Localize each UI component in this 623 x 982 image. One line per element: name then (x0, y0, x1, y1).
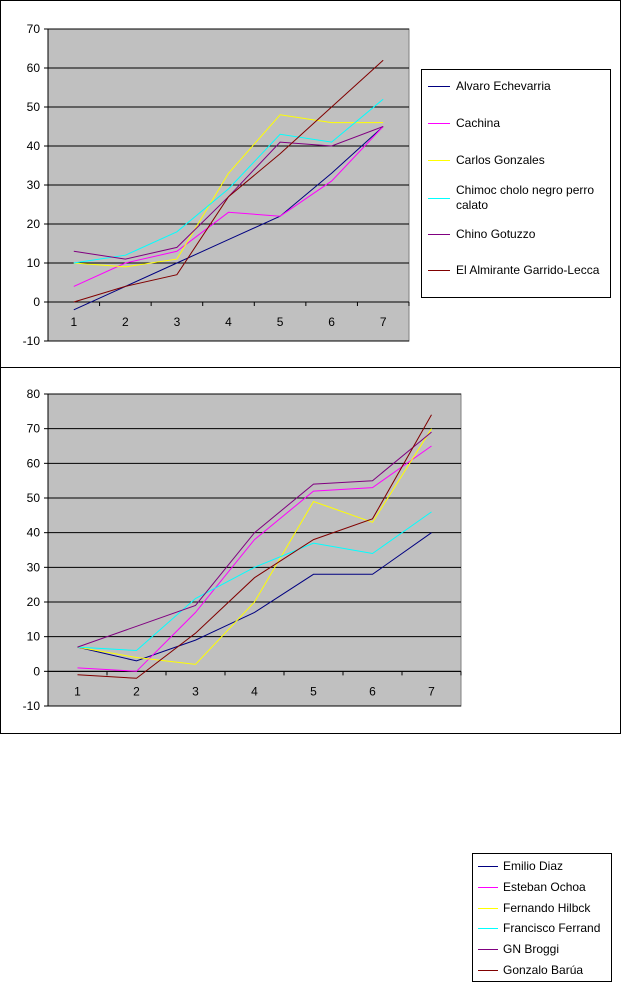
series-line (77, 428, 432, 665)
plot-area (47, 393, 462, 707)
x-tick-label: 7 (380, 315, 387, 329)
legend-swatch (428, 234, 450, 236)
legend-label: Chino Gotuzzo (456, 227, 536, 242)
legend-swatch (428, 159, 450, 161)
y-tick-label: 40 (27, 139, 41, 153)
x-tick-label: 2 (122, 315, 129, 329)
legend-swatch (428, 85, 450, 87)
legend-swatch (478, 928, 498, 930)
x-tick-label: 3 (174, 315, 181, 329)
legend-label: Fernando Hilbck (503, 900, 591, 915)
series-line (77, 445, 432, 672)
y-tick-label: 80 (27, 387, 41, 401)
legend-swatch (478, 866, 498, 868)
x-tick-label: 1 (70, 315, 77, 329)
legend-item: Cachina (422, 116, 610, 131)
legend-item: Chimoc cholo negro perro calato (422, 183, 610, 213)
x-tick-label: 4 (251, 684, 258, 698)
legend-swatch (478, 907, 498, 909)
legend-item: GN Broggi (473, 942, 611, 957)
y-tick-label: 50 (27, 491, 41, 505)
series-line (73, 126, 384, 287)
legend-swatch (478, 969, 498, 971)
legend-item: El Almirante Garrido-Lecca (422, 263, 610, 278)
legend-swatch (478, 887, 498, 889)
legend-item: Emilio Diaz (473, 859, 611, 874)
y-tick-label: 70 (27, 422, 41, 436)
x-tick-label: 5 (277, 315, 284, 329)
y-tick-label: 10 (27, 256, 41, 270)
series-line (73, 59, 384, 303)
legend-item: Chino Gotuzzo (422, 227, 610, 242)
y-tick-label: 10 (27, 630, 41, 644)
legend-item: Alvaro Echevarria (422, 79, 610, 94)
y-tick-label: -10 (23, 699, 41, 713)
legend-item: Gonzalo Barúa (473, 963, 611, 978)
x-tick-label: 2 (133, 684, 140, 698)
y-tick-label: 30 (27, 560, 41, 574)
legend-item: Fernando Hilbck (473, 901, 611, 916)
y-tick-label: 20 (27, 217, 41, 231)
y-tick-label: 0 (33, 664, 40, 678)
legend-swatch (428, 123, 450, 125)
series-line (77, 532, 432, 662)
series-line (73, 114, 384, 268)
y-tick-label: 20 (27, 595, 41, 609)
legend-swatch (478, 948, 498, 950)
x-tick-label: 7 (428, 684, 435, 698)
y-tick-label: 40 (27, 526, 41, 540)
line-chart-bottom: -10 0 10 20 30 40 50 60 70 80 1 2 3 4 5 6 7 (23, 387, 462, 713)
legend-item: Esteban Ochoa (473, 880, 611, 895)
y-tick-label: 50 (27, 100, 41, 114)
y-tick-label: 0 (33, 295, 40, 309)
chart-panel-bottom: -10 0 10 20 30 40 50 60 70 80 1 2 3 4 5 6 7 Emilio Diaz E… (0, 367, 621, 982)
line-chart-top: -10 0 10 20 30 40 50 60 70 1 2 3 4 5 6 7 (23, 22, 410, 348)
legend-label: Cachina (456, 116, 501, 131)
y-tick-label: 60 (27, 456, 41, 470)
series-line (77, 511, 432, 652)
x-tick-label: 1 (74, 684, 81, 698)
legend-bottom: Emilio Diaz Esteban Ochoa Fernando Hilbck F… (472, 853, 612, 982)
legend-swatch (428, 269, 450, 271)
legend-swatch (428, 197, 450, 199)
legend-item: Francisco Ferrand (473, 921, 611, 936)
legend-label: Esteban Ochoa (503, 880, 586, 895)
x-tick-label: 5 (310, 684, 317, 698)
legend-item: Carlos Gonzales (422, 153, 610, 168)
x-tick-label: 6 (328, 315, 335, 329)
legend-label: El Almirante Garrido-Lecca (456, 262, 600, 277)
x-tick-label: 3 (192, 684, 199, 698)
legend-label: Chimoc cholo negro perro calato (456, 183, 595, 213)
y-tick-label: 70 (27, 22, 41, 36)
y-tick-label: 60 (27, 61, 41, 75)
y-tick-label: -10 (23, 334, 41, 348)
legend-label: Gonzalo Barúa (503, 962, 584, 977)
x-tick-label: 6 (369, 684, 376, 698)
legend-label: Emilio Diaz (503, 859, 564, 874)
y-tick-label: 30 (27, 178, 41, 192)
legend-label: GN Broggi (503, 941, 560, 956)
x-tick-label: 4 (225, 315, 232, 329)
legend-label: Alvaro Echevarria (456, 78, 551, 93)
legend-label: Francisco Ferrand (503, 921, 601, 936)
legend-label: Carlos Gonzales (456, 152, 545, 167)
series-line (77, 414, 432, 679)
chart-panel-top: -10 0 10 20 30 40 50 60 70 1 2 3 4 5 6 7 Alvaro Echevar… (0, 0, 621, 368)
series-line (77, 431, 432, 648)
legend-top: Alvaro Echevarria Cachina Carlos Gonzales C… (421, 69, 611, 298)
series-line (73, 98, 384, 264)
